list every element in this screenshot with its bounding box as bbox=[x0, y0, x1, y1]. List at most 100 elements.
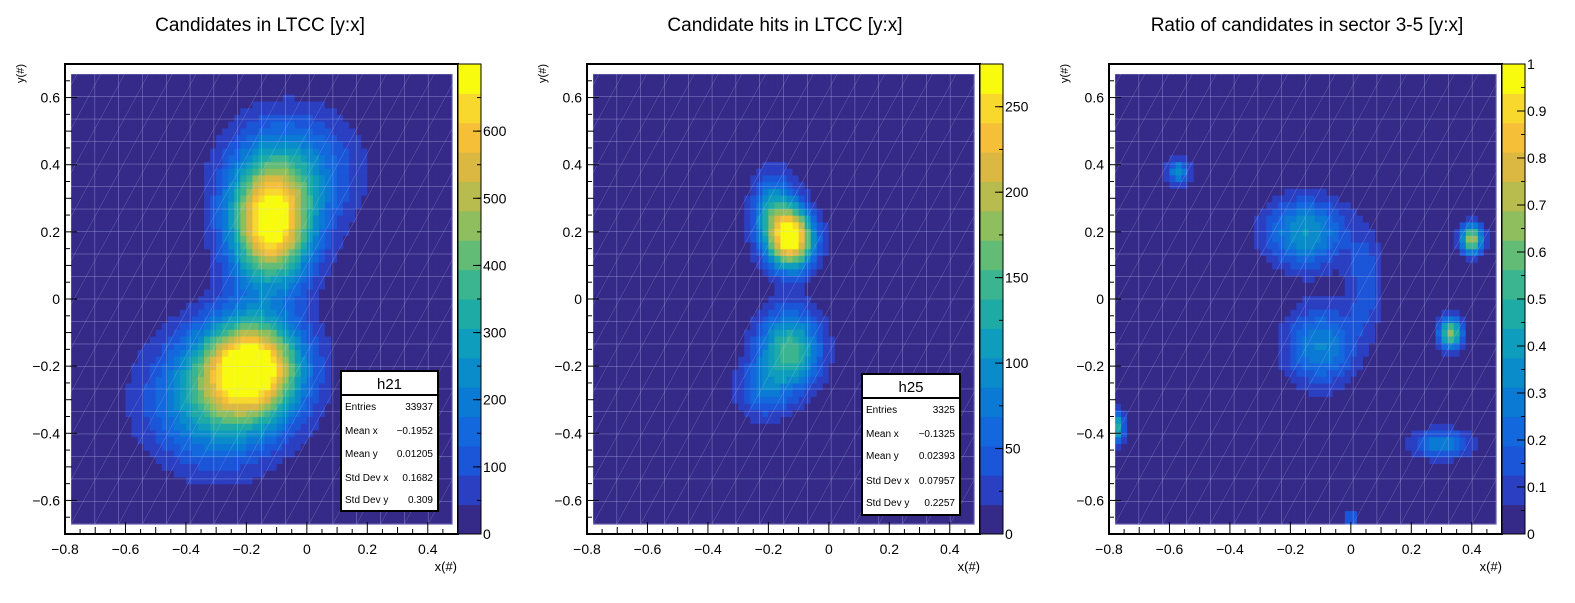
heatmap-cell bbox=[204, 470, 211, 478]
heatmap-cell bbox=[210, 161, 217, 169]
heatmap-cell bbox=[331, 262, 338, 270]
heatmap-cell bbox=[143, 342, 151, 350]
heatmap-cell bbox=[605, 429, 612, 438]
heatmap-cell bbox=[222, 423, 229, 431]
heatmap-cell bbox=[155, 80, 163, 89]
heatmap-cell bbox=[629, 382, 636, 391]
heatmap-cell bbox=[617, 356, 624, 364]
heatmap-cell bbox=[403, 309, 411, 317]
heatmap-cell bbox=[222, 403, 229, 411]
heatmap-cell bbox=[599, 255, 606, 263]
heatmap-cell bbox=[119, 342, 127, 350]
heatmap-cell bbox=[421, 315, 429, 324]
heatmap-cell bbox=[397, 241, 405, 250]
heatmap-cell bbox=[611, 369, 618, 377]
heatmap-cell bbox=[185, 429, 193, 438]
heatmap-cell bbox=[210, 208, 217, 216]
heatmap-cell bbox=[397, 510, 405, 518]
heatmap-cell bbox=[385, 235, 393, 243]
heatmap-cell bbox=[222, 74, 229, 82]
heatmap-cell bbox=[427, 208, 435, 216]
heatmap-cell bbox=[252, 450, 260, 458]
heatmap-cell bbox=[391, 228, 399, 236]
heatmap-cell bbox=[379, 121, 387, 129]
heatmap-cell bbox=[258, 141, 266, 149]
heatmap-cell bbox=[276, 248, 284, 256]
heatmap-cell bbox=[143, 275, 151, 283]
heatmap-cell bbox=[276, 490, 284, 498]
heatmap-cell bbox=[605, 490, 612, 498]
heatmap-cell bbox=[113, 423, 121, 431]
heatmap-cell bbox=[149, 127, 157, 136]
heatmap-cell bbox=[599, 483, 606, 491]
heatmap-cell bbox=[119, 188, 127, 196]
heatmap-cell bbox=[288, 436, 296, 444]
heatmap-cell bbox=[210, 476, 217, 485]
heatmap-cell bbox=[119, 275, 127, 283]
heatmap-cell bbox=[119, 302, 127, 310]
heatmap-cell bbox=[593, 356, 600, 364]
heatmap-cell bbox=[439, 369, 447, 377]
heatmap-cell bbox=[605, 80, 612, 89]
heatmap-cell bbox=[599, 356, 606, 364]
heatmap-cell bbox=[228, 396, 235, 404]
heatmap-cell bbox=[77, 309, 84, 317]
heatmap-cell bbox=[216, 134, 223, 142]
heatmap-cell bbox=[445, 181, 453, 189]
heatmap-cell bbox=[324, 450, 332, 458]
heatmap-cell bbox=[367, 241, 374, 250]
heatmap-cell bbox=[204, 147, 211, 156]
colorbar-band bbox=[458, 269, 481, 300]
heatmap-cell bbox=[276, 389, 284, 397]
heatmap-cell bbox=[343, 329, 350, 337]
heatmap-cell bbox=[421, 517, 429, 525]
heatmap-cell bbox=[161, 382, 169, 391]
heatmap-cell bbox=[113, 262, 121, 270]
heatmap-cell bbox=[397, 255, 405, 263]
heatmap-cell bbox=[629, 94, 636, 102]
heatmap-cell bbox=[198, 329, 205, 337]
heatmap-cell bbox=[191, 490, 199, 498]
heatmap-cell bbox=[611, 436, 618, 444]
heatmap-cell bbox=[355, 154, 362, 162]
heatmap-cell bbox=[210, 329, 217, 337]
heatmap-cell bbox=[191, 288, 199, 297]
heatmap-cell bbox=[300, 450, 308, 458]
heatmap-cell bbox=[312, 463, 320, 471]
heatmap-cell bbox=[427, 87, 435, 95]
heatmap-cell bbox=[593, 403, 600, 411]
heatmap-cell bbox=[216, 194, 223, 203]
heatmap-cell bbox=[629, 80, 636, 89]
heatmap-cell bbox=[101, 503, 108, 512]
heatmap-cell bbox=[379, 201, 387, 209]
heatmap-cell bbox=[240, 409, 247, 418]
heatmap-cell bbox=[433, 309, 441, 317]
heatmap-cell bbox=[185, 382, 193, 391]
heatmap-cell bbox=[198, 403, 205, 411]
heatmap-cell bbox=[161, 389, 169, 397]
heatmap-cell bbox=[216, 114, 223, 122]
heatmap-cell bbox=[617, 262, 624, 270]
heatmap-cell bbox=[306, 121, 314, 129]
heatmap-cell bbox=[318, 134, 326, 142]
heatmap-cell bbox=[331, 288, 338, 297]
heatmap-cell bbox=[617, 194, 624, 203]
heatmap-cell bbox=[629, 147, 636, 156]
heatmap-cell bbox=[143, 127, 151, 136]
heatmap-cell bbox=[593, 268, 600, 277]
heatmap-cell bbox=[113, 497, 121, 505]
heatmap-cell bbox=[204, 490, 211, 498]
heatmap-cell bbox=[641, 517, 649, 525]
heatmap-cell bbox=[439, 235, 447, 243]
heatmap-cell bbox=[445, 221, 453, 230]
heatmap-cell bbox=[294, 228, 302, 236]
heatmap-cell bbox=[131, 335, 139, 344]
heatmap-cell bbox=[264, 221, 272, 230]
x-tick-label: −0.2 bbox=[233, 541, 261, 557]
heatmap-cell bbox=[367, 194, 374, 203]
heatmap-cell bbox=[445, 423, 453, 431]
heatmap-cell bbox=[288, 221, 296, 230]
heatmap-cell bbox=[355, 127, 362, 136]
heatmap-cell bbox=[599, 215, 606, 223]
heatmap-cell bbox=[83, 221, 90, 230]
